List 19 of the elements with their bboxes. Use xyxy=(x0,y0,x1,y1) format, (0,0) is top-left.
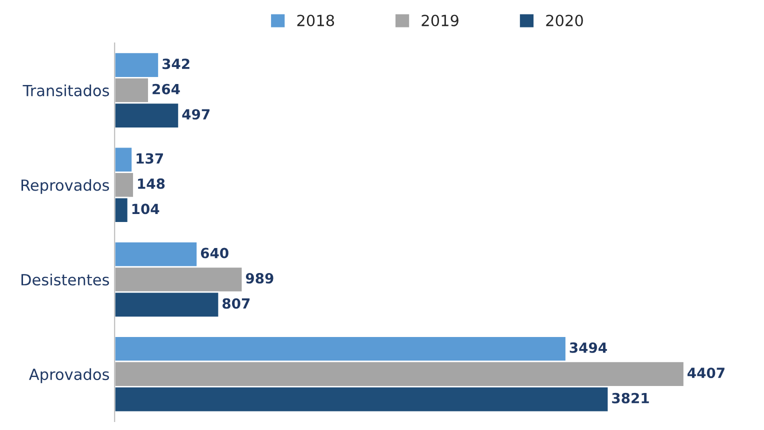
data-label: 640 xyxy=(200,248,228,258)
data-label: 497 xyxy=(182,109,210,120)
legend-label: 2018 xyxy=(297,14,334,26)
legend-label: 2020 xyxy=(546,14,583,26)
data-label: 148 xyxy=(138,178,165,189)
data-label: 342 xyxy=(162,58,190,70)
data-label: 264 xyxy=(152,84,180,94)
legend-label: 2019 xyxy=(422,14,458,26)
y-tick-label: Desistentes xyxy=(21,274,109,286)
y-tick-label: Aprovados xyxy=(29,368,109,384)
data-label: 137 xyxy=(136,153,163,164)
data-label: 4407 xyxy=(688,368,724,378)
y-tick-label: Reprovados xyxy=(22,179,109,194)
data-label: 807 xyxy=(222,298,250,309)
data-label: 989 xyxy=(246,273,274,284)
data-label: 104 xyxy=(132,204,160,214)
data-label: 3821 xyxy=(612,392,649,404)
y-tick-label: Transitados xyxy=(22,84,109,96)
data-label: 3494 xyxy=(570,342,607,353)
